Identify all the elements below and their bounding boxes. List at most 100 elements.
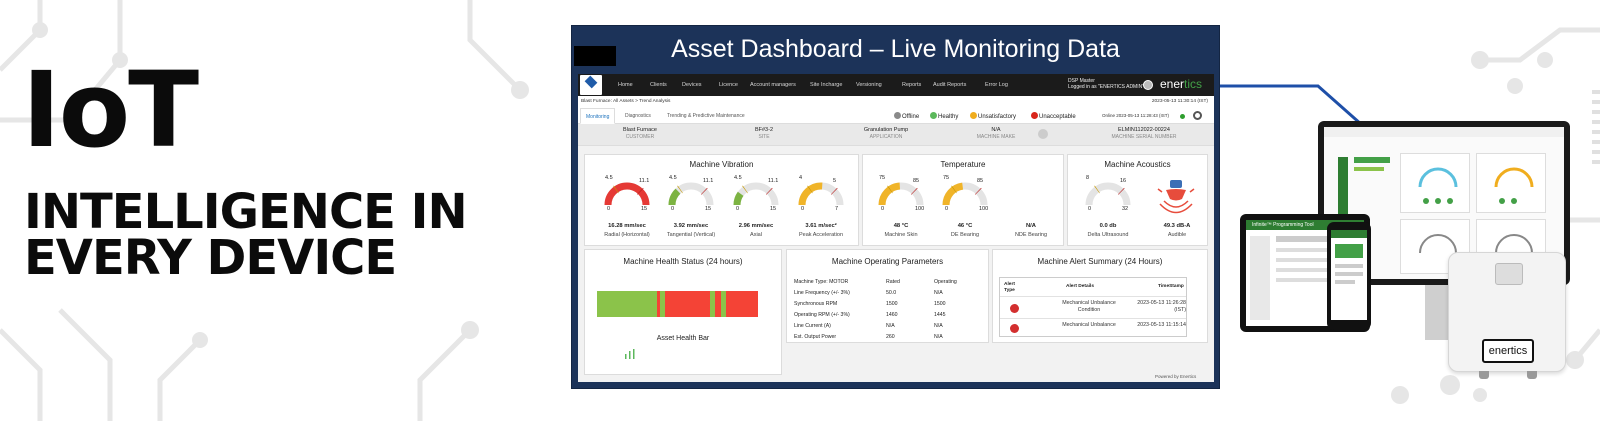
panel-operating-parameters: Machine Operating Parameters Machine Typ… (786, 249, 989, 343)
gauge-dial (1085, 182, 1131, 206)
user-login-status: Logged in as "ENERTICS ADMIN" (1068, 84, 1144, 90)
info-label: MACHINE MAKE (976, 134, 1016, 140)
globe-icon[interactable] (1143, 80, 1153, 90)
info-serial: ELMIN112022-00224 MACHINE SERIAL NUMBER (1084, 127, 1204, 141)
healthy-dot-icon (930, 112, 937, 119)
health-segment (725, 291, 758, 317)
gauge-track (1085, 182, 1131, 206)
health-segment (709, 291, 715, 317)
iot-sensor-device: enertics (1448, 252, 1566, 379)
panel-title: Machine Acoustics (1104, 160, 1171, 169)
sensor-port (1495, 263, 1523, 285)
gauge-label: Machine Skin (884, 232, 918, 238)
health-segment (720, 291, 726, 317)
gauge-min: 0 (881, 206, 885, 212)
redaction-box (574, 46, 616, 66)
gauge-radial: 4.5 11.1 0 15 16.28 mm/sec Radial (Horizontal… (601, 175, 653, 238)
asset-health-bar[interactable] (597, 291, 758, 317)
params-row: Line Current (A) N/A N/A (794, 323, 984, 333)
param-operating: N/A (934, 334, 943, 340)
status-unacceptable-label: Unacceptable (1039, 114, 1076, 120)
param-name: Est. Output Power (794, 334, 837, 340)
smartphone-device (1327, 222, 1371, 330)
param-name: Synchronous RPM (794, 301, 838, 307)
info-label: SITE (758, 134, 770, 140)
alert-header-timestamp: TimeStamp (1158, 284, 1184, 289)
status-healthy: Healthy (930, 112, 958, 120)
mini-bars-icon (625, 349, 635, 359)
breadcrumb-path[interactable]: Blast Furnace: All Assets > Trend Analys… (581, 99, 671, 104)
gauge-value: 46 °C (957, 223, 973, 229)
params-header-operating: Operating (934, 279, 957, 285)
nav-item[interactable]: Licence (719, 82, 738, 88)
alert-row[interactable]: Mechanical Unbalance 2023-05-13 11:15:14 (1000, 318, 1186, 336)
audible-value: 49.3 dB-A (1163, 223, 1191, 229)
powered-by: Powered by Enertics (1155, 374, 1197, 379)
tab-diagnostics[interactable]: Diagnostics (625, 113, 651, 119)
alert-row[interactable]: Mechanical Unbalance Condition 2023-05-1… (1000, 296, 1186, 318)
gauge-min: 0 (671, 206, 675, 212)
nav-item[interactable]: Devices (682, 82, 702, 88)
nav-item[interactable]: Error Log (985, 82, 1008, 88)
hero-tagline-line2: EVERY DEVICE (24, 230, 397, 286)
panel-title: Machine Vibration (689, 160, 754, 169)
user-name: DSP Master (1068, 78, 1095, 84)
online-dot-icon (1180, 114, 1185, 119)
gauge-threshold-high: 85 (913, 178, 920, 184)
company-logo[interactable] (580, 75, 602, 95)
gauge-min: 0 (607, 206, 611, 212)
param-name: Line Current (A) (794, 323, 831, 329)
info-label: APPLICATION (869, 134, 903, 140)
gauge-threshold-low: 75 (879, 175, 886, 181)
unacceptable-dot-icon (1031, 112, 1038, 119)
monitor-gauges-icon (1418, 167, 1534, 254)
phone-screen (1331, 230, 1367, 320)
param-operating: N/A (934, 323, 943, 329)
nav-item[interactable]: Account managers (750, 82, 796, 88)
user-info[interactable]: DSP Master Logged in as "ENERTICS ADMIN" (1068, 78, 1144, 90)
gauge-value: 0.0 db (1099, 223, 1117, 229)
alert-table: Alert Type Alert Details TimeStamp Mecha… (999, 277, 1187, 337)
gear-icon[interactable] (1193, 111, 1202, 120)
status-unsatisfactory: Unsatisfactory (970, 112, 1016, 120)
gauge-max: 15 (641, 206, 648, 212)
gauge-max: 7 (835, 206, 839, 212)
dashboard-title: Asset Dashboard – Live Monitoring Data (671, 35, 1120, 63)
nav-item[interactable]: Site Incharge (810, 82, 843, 88)
tab-monitoring[interactable]: Monitoring (580, 108, 616, 124)
gauge-label: Peak Acceleration (798, 232, 844, 238)
nav-item[interactable]: Reports (902, 82, 922, 88)
health-segment (656, 291, 660, 317)
nav-item[interactable]: Home (618, 82, 633, 88)
nav-item[interactable]: Clients (650, 82, 667, 88)
params-header-row: Machine Type: MOTOR Rated Operating (794, 279, 984, 289)
top-navbar: Home Clients Devices Licence Account manager… (578, 74, 1214, 96)
gauge-threshold-high: 16 (1120, 178, 1127, 184)
gauge-max: 32 (1122, 206, 1129, 212)
nde-bearing-label: NDE Bearing (1014, 232, 1048, 238)
gauge-dial (798, 182, 844, 206)
gauge-dial (733, 182, 779, 206)
info-value: Granulation Pump (863, 127, 909, 133)
gauge-threshold-high: 11.1 (639, 178, 650, 184)
status-unsatisfactory-label: Unsatisfactory (978, 114, 1017, 120)
tab-bar: Monitoring Diagnostics Trending & Predic… (578, 108, 1214, 124)
panel-title: Machine Operating Parameters (831, 257, 944, 266)
gauge-min: 0 (801, 206, 805, 212)
gauge-max: 15 (770, 206, 777, 212)
tab-trending[interactable]: Trending & Predictive Maintenance (667, 113, 745, 119)
params-row: Operating RPM (+/- 3%) 1460 1445 (794, 312, 984, 322)
nde-bearing-value: N/A (1026, 223, 1036, 229)
nav-item[interactable]: Versioning (856, 82, 882, 88)
gauge-dial (604, 182, 650, 206)
alert-details: Mechanical Unbalance Condition (1062, 300, 1116, 313)
params-row: Est. Output Power 260 N/A (794, 334, 984, 344)
alert-details: Mechanical Unbalance (1062, 322, 1116, 328)
gauge-axial: 4.5 11.1 0 15 2.96 mm/sec Axial (730, 175, 782, 238)
online-status: Online 2023-05-13 11:28:43 (IST) (1102, 113, 1169, 118)
gauge-delta-ultrasound: 8 16 0 32 0.0 db Delta Ultrasound (1082, 175, 1134, 238)
gauge-min: 0 (945, 206, 949, 212)
nav-item[interactable]: Audit Reports (933, 82, 967, 88)
gauge-label: DE Bearing (950, 232, 980, 238)
gauge-threshold-low: 4.5 (605, 175, 613, 181)
